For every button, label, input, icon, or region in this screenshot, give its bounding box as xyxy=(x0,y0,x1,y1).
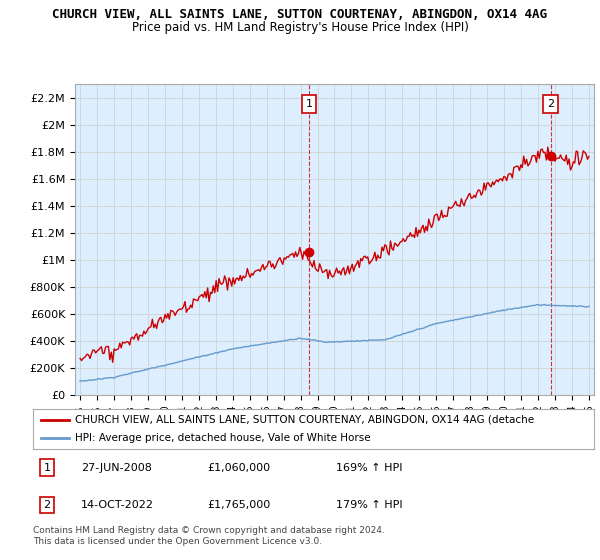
Text: CHURCH VIEW, ALL SAINTS LANE, SUTTON COURTENAY, ABINGDON, OX14 4AG (detache: CHURCH VIEW, ALL SAINTS LANE, SUTTON COU… xyxy=(75,415,534,424)
Text: 179% ↑ HPI: 179% ↑ HPI xyxy=(336,500,403,510)
Text: £1,060,000: £1,060,000 xyxy=(207,463,270,473)
Text: CHURCH VIEW, ALL SAINTS LANE, SUTTON COURTENAY, ABINGDON, OX14 4AG: CHURCH VIEW, ALL SAINTS LANE, SUTTON COU… xyxy=(53,8,548,21)
Text: 2: 2 xyxy=(43,500,50,510)
Text: 2: 2 xyxy=(547,99,554,109)
Text: 14-OCT-2022: 14-OCT-2022 xyxy=(80,500,154,510)
Text: 1: 1 xyxy=(44,463,50,473)
Text: 27-JUN-2008: 27-JUN-2008 xyxy=(80,463,152,473)
Text: £1,765,000: £1,765,000 xyxy=(207,500,270,510)
Text: 169% ↑ HPI: 169% ↑ HPI xyxy=(336,463,403,473)
Text: Price paid vs. HM Land Registry's House Price Index (HPI): Price paid vs. HM Land Registry's House … xyxy=(131,21,469,34)
Text: Contains HM Land Registry data © Crown copyright and database right 2024.
This d: Contains HM Land Registry data © Crown c… xyxy=(33,526,385,546)
Text: HPI: Average price, detached house, Vale of White Horse: HPI: Average price, detached house, Vale… xyxy=(75,433,371,443)
Text: 1: 1 xyxy=(305,99,313,109)
